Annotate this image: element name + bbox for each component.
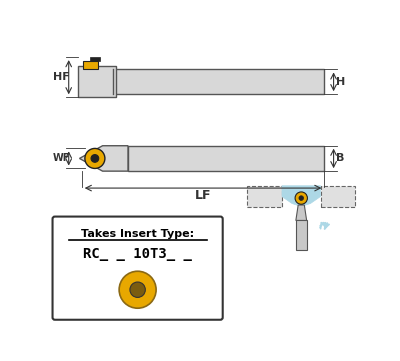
Circle shape (130, 282, 145, 297)
Circle shape (119, 271, 156, 308)
Polygon shape (296, 205, 307, 221)
Text: B: B (336, 153, 345, 164)
Text: RC_ _ 10T3_ _: RC_ _ 10T3_ _ (83, 247, 192, 261)
Text: H: H (336, 77, 345, 87)
Text: LF: LF (195, 188, 211, 201)
Polygon shape (82, 61, 98, 69)
Bar (247, 186, 282, 207)
Polygon shape (80, 146, 128, 171)
Bar (78, 66, 116, 97)
Polygon shape (282, 186, 320, 206)
Circle shape (85, 148, 105, 169)
Polygon shape (90, 57, 100, 61)
Bar (296, 221, 307, 250)
Bar (128, 146, 324, 171)
Circle shape (295, 192, 308, 204)
Text: Takes Insert Type:: Takes Insert Type: (81, 229, 194, 239)
FancyBboxPatch shape (52, 217, 223, 320)
Text: WF: WF (53, 153, 70, 164)
Bar (113, 70, 324, 94)
Circle shape (299, 196, 304, 200)
Circle shape (91, 155, 99, 162)
Text: HF: HF (54, 72, 70, 82)
Bar (320, 186, 355, 207)
